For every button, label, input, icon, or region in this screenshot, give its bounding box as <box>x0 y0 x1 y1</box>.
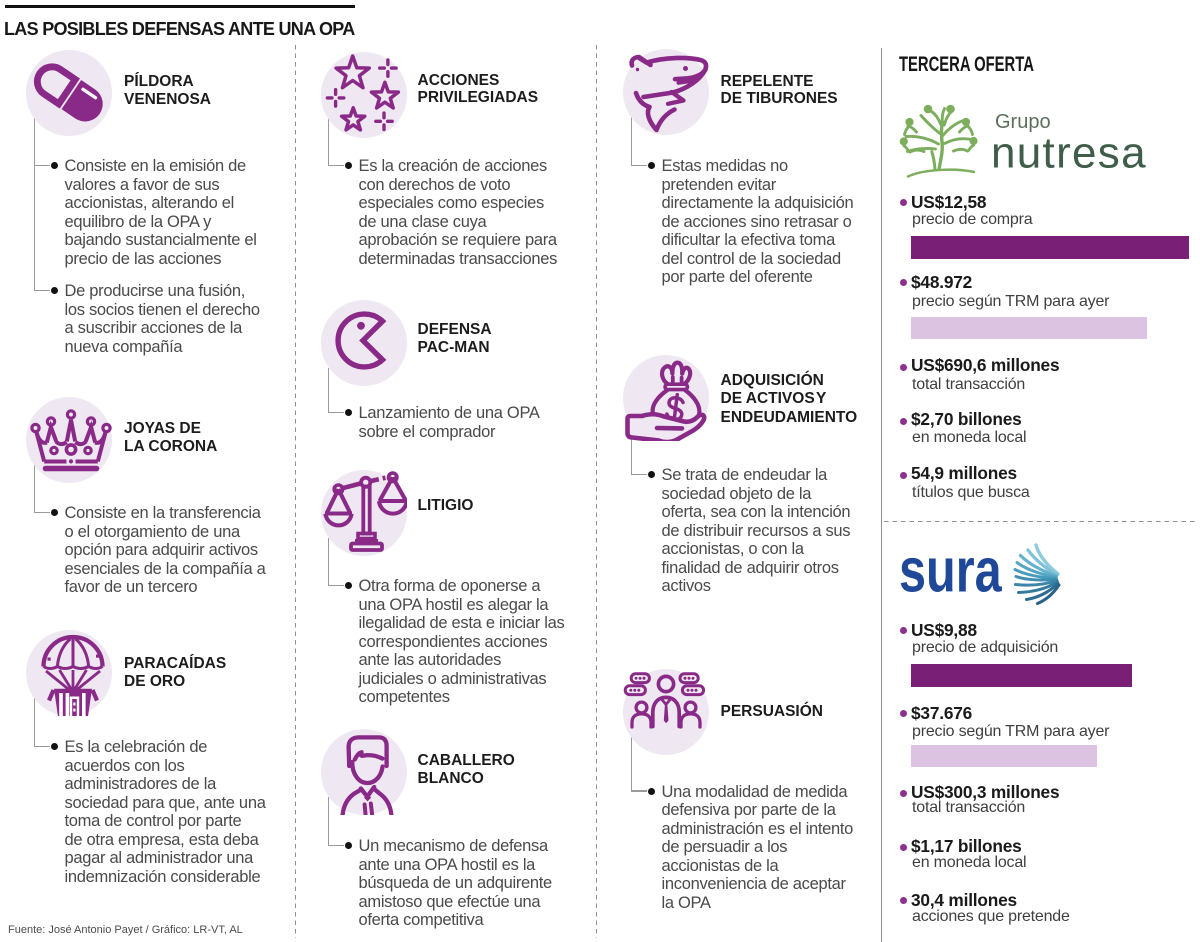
svg-text:nutresa: nutresa <box>991 129 1147 178</box>
svg-text:sura: sura <box>899 538 1003 605</box>
svg-text:Grupo: Grupo <box>995 111 1051 133</box>
